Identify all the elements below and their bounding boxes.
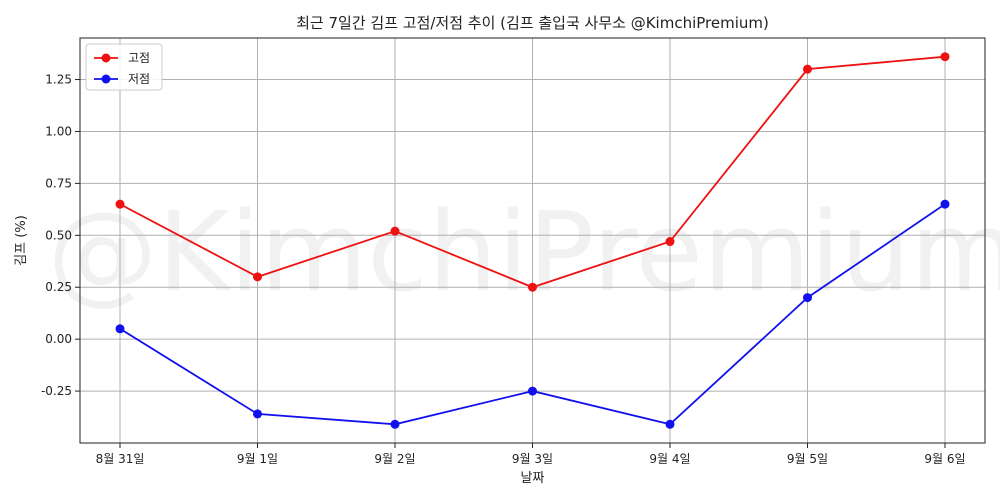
x-tick-label: 9월 5일: [787, 452, 828, 466]
data-point: [528, 386, 537, 396]
watermark-text: @KimchiPremium: [47, 188, 1000, 316]
x-tick-label: 9월 1일: [237, 452, 278, 466]
chart-title: 최근 7일간 김프 고점/저점 추이 (김프 출입국 사무소 @KimchiPr…: [296, 14, 769, 32]
data-point: [253, 409, 262, 419]
data-point: [253, 272, 262, 282]
y-tick-label: 1.00: [45, 124, 72, 138]
legend-label: 고점: [128, 51, 150, 65]
plot-frame: [79, 37, 986, 444]
legend-box: [85, 43, 163, 91]
x-axis-label: 날짜: [521, 471, 545, 486]
legend-label: 저점: [128, 72, 150, 86]
x-tick-label: 8월 31일: [96, 452, 145, 466]
x-tick-label: 9월 6일: [924, 452, 965, 466]
data-point: [390, 419, 400, 429]
x-tick-label: 9월 4일: [649, 452, 690, 466]
data-point: [115, 324, 125, 334]
x-tick-label: 9월 3일: [512, 452, 553, 466]
y-axis-label: 김프 (%): [14, 215, 29, 266]
legend-marker: [101, 74, 111, 84]
legend-marker: [101, 53, 111, 63]
y-tick-label: 0.50: [45, 228, 72, 242]
y-tick-label: 1.25: [45, 73, 72, 87]
x-tick-label: 9월 2일: [374, 452, 415, 466]
data-point: [940, 199, 950, 209]
data-point: [665, 419, 675, 429]
y-tick-label: 0.75: [45, 176, 72, 190]
y-tick-label: -0.25: [41, 384, 72, 398]
data-point: [940, 52, 950, 62]
data-point: [803, 293, 812, 303]
y-tick-label: 0.25: [45, 280, 72, 294]
data-point: [803, 64, 812, 74]
data-point: [115, 199, 125, 209]
y-tick-label: 0.00: [45, 332, 72, 346]
data-point: [528, 282, 537, 292]
data-point: [390, 226, 400, 236]
data-point: [665, 237, 675, 247]
